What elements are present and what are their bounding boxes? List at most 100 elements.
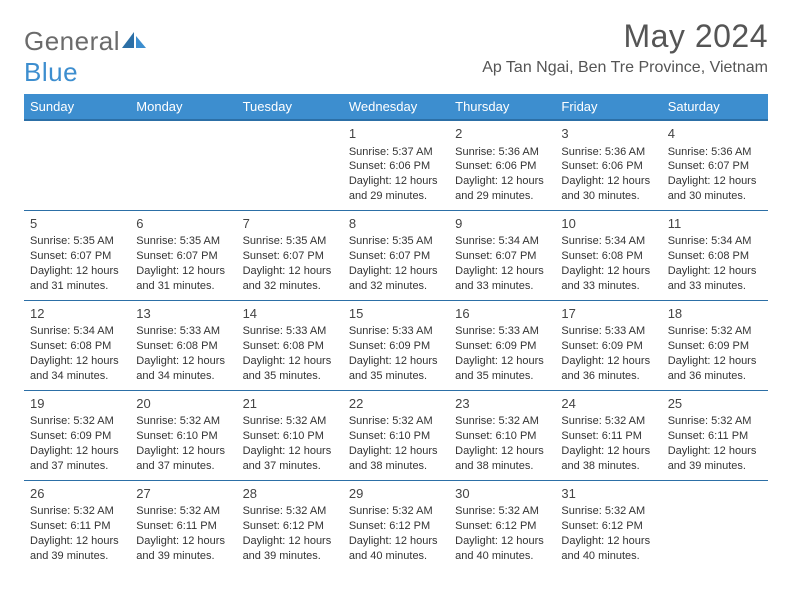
day-detail-line: Sunrise: 5:34 AM <box>455 234 549 249</box>
day-detail-line: Sunrise: 5:36 AM <box>455 145 549 160</box>
calendar-cell: 23Sunrise: 5:32 AMSunset: 6:10 PMDayligh… <box>449 390 555 480</box>
day-detail-line: Sunset: 6:12 PM <box>349 519 443 534</box>
calendar-cell: 17Sunrise: 5:33 AMSunset: 6:09 PMDayligh… <box>555 300 661 390</box>
calendar-row: 5Sunrise: 5:35 AMSunset: 6:07 PMDaylight… <box>24 210 768 300</box>
calendar-cell: 28Sunrise: 5:32 AMSunset: 6:12 PMDayligh… <box>237 480 343 569</box>
day-detail-line: Daylight: 12 hours <box>668 264 762 279</box>
logo-sail-icon <box>120 30 148 50</box>
weekday-header: Saturday <box>662 94 768 120</box>
day-detail-line: Sunset: 6:10 PM <box>349 429 443 444</box>
day-detail-line: Sunrise: 5:32 AM <box>668 414 762 429</box>
day-detail-line: Sunset: 6:06 PM <box>561 159 655 174</box>
day-detail-line: Sunset: 6:11 PM <box>30 519 124 534</box>
day-detail-line: and 40 minutes. <box>455 549 549 564</box>
day-detail-line: Sunset: 6:06 PM <box>349 159 443 174</box>
day-detail-line: and 39 minutes. <box>243 549 337 564</box>
day-detail-line: Sunrise: 5:34 AM <box>668 234 762 249</box>
day-detail-line: Sunrise: 5:33 AM <box>455 324 549 339</box>
day-detail-line: Daylight: 12 hours <box>136 444 230 459</box>
calendar-cell: 6Sunrise: 5:35 AMSunset: 6:07 PMDaylight… <box>130 210 236 300</box>
calendar-cell: 26Sunrise: 5:32 AMSunset: 6:11 PMDayligh… <box>24 480 130 569</box>
day-number: 29 <box>349 485 443 503</box>
day-detail-line: Sunset: 6:07 PM <box>30 249 124 264</box>
day-number: 24 <box>561 395 655 413</box>
day-number: 9 <box>455 215 549 233</box>
calendar-cell: 25Sunrise: 5:32 AMSunset: 6:11 PMDayligh… <box>662 390 768 480</box>
calendar-cell: 1Sunrise: 5:37 AMSunset: 6:06 PMDaylight… <box>343 120 449 210</box>
day-detail-line: Daylight: 12 hours <box>561 174 655 189</box>
day-detail-line: Daylight: 12 hours <box>243 534 337 549</box>
day-detail-line: Daylight: 12 hours <box>30 444 124 459</box>
day-number: 2 <box>455 125 549 143</box>
day-detail-line: and 30 minutes. <box>668 189 762 204</box>
day-detail-line: Sunset: 6:07 PM <box>455 249 549 264</box>
calendar-header-row: Sunday Monday Tuesday Wednesday Thursday… <box>24 94 768 120</box>
logo-text: GeneralBlue <box>24 26 148 88</box>
day-detail-line: Sunrise: 5:32 AM <box>561 504 655 519</box>
day-number: 30 <box>455 485 549 503</box>
calendar-cell: 7Sunrise: 5:35 AMSunset: 6:07 PMDaylight… <box>237 210 343 300</box>
day-detail-line: Sunset: 6:09 PM <box>561 339 655 354</box>
day-detail-line: Sunrise: 5:32 AM <box>455 414 549 429</box>
day-detail-line: and 35 minutes. <box>455 369 549 384</box>
day-detail-line: Sunset: 6:07 PM <box>136 249 230 264</box>
day-number: 19 <box>30 395 124 413</box>
day-detail-line: Daylight: 12 hours <box>30 354 124 369</box>
calendar-cell: 3Sunrise: 5:36 AMSunset: 6:06 PMDaylight… <box>555 120 661 210</box>
day-detail-line: Daylight: 12 hours <box>455 264 549 279</box>
logo: GeneralBlue <box>24 26 148 88</box>
calendar-cell: 12Sunrise: 5:34 AMSunset: 6:08 PMDayligh… <box>24 300 130 390</box>
day-number: 12 <box>30 305 124 323</box>
day-detail-line: Sunset: 6:07 PM <box>243 249 337 264</box>
day-detail-line: Sunset: 6:12 PM <box>243 519 337 534</box>
day-detail-line: and 35 minutes. <box>243 369 337 384</box>
day-number: 26 <box>30 485 124 503</box>
calendar-cell <box>662 480 768 569</box>
day-detail-line: Daylight: 12 hours <box>561 264 655 279</box>
calendar-cell: 24Sunrise: 5:32 AMSunset: 6:11 PMDayligh… <box>555 390 661 480</box>
calendar-cell: 4Sunrise: 5:36 AMSunset: 6:07 PMDaylight… <box>662 120 768 210</box>
day-detail-line: Daylight: 12 hours <box>136 354 230 369</box>
day-detail-line: Sunset: 6:08 PM <box>136 339 230 354</box>
day-number: 3 <box>561 125 655 143</box>
day-detail-line: Sunset: 6:11 PM <box>136 519 230 534</box>
day-number: 20 <box>136 395 230 413</box>
day-detail-line: Sunrise: 5:33 AM <box>561 324 655 339</box>
day-detail-line: Sunset: 6:08 PM <box>561 249 655 264</box>
day-detail-line: Sunrise: 5:33 AM <box>349 324 443 339</box>
day-detail-line: Sunrise: 5:35 AM <box>349 234 443 249</box>
day-detail-line: Sunrise: 5:33 AM <box>243 324 337 339</box>
day-detail-line: Sunset: 6:09 PM <box>30 429 124 444</box>
day-detail-line: Sunrise: 5:35 AM <box>136 234 230 249</box>
day-number: 11 <box>668 215 762 233</box>
day-detail-line: Sunset: 6:08 PM <box>30 339 124 354</box>
day-detail-line: Daylight: 12 hours <box>349 174 443 189</box>
day-detail-line: and 39 minutes. <box>30 549 124 564</box>
day-detail-line: Daylight: 12 hours <box>668 444 762 459</box>
day-detail-line: and 29 minutes. <box>349 189 443 204</box>
day-number: 5 <box>30 215 124 233</box>
day-detail-line: and 30 minutes. <box>561 189 655 204</box>
day-number: 25 <box>668 395 762 413</box>
calendar-cell: 20Sunrise: 5:32 AMSunset: 6:10 PMDayligh… <box>130 390 236 480</box>
day-number: 8 <box>349 215 443 233</box>
day-detail-line: Sunset: 6:10 PM <box>136 429 230 444</box>
day-detail-line: Sunset: 6:07 PM <box>668 159 762 174</box>
day-detail-line: and 37 minutes. <box>243 459 337 474</box>
calendar-cell: 19Sunrise: 5:32 AMSunset: 6:09 PMDayligh… <box>24 390 130 480</box>
calendar-cell: 16Sunrise: 5:33 AMSunset: 6:09 PMDayligh… <box>449 300 555 390</box>
day-detail-line: Daylight: 12 hours <box>243 354 337 369</box>
day-detail-line: and 32 minutes. <box>243 279 337 294</box>
calendar-cell: 5Sunrise: 5:35 AMSunset: 6:07 PMDaylight… <box>24 210 130 300</box>
header: GeneralBlue May 2024 Ap Tan Ngai, Ben Tr… <box>24 18 768 88</box>
calendar-cell: 21Sunrise: 5:32 AMSunset: 6:10 PMDayligh… <box>237 390 343 480</box>
calendar-cell: 10Sunrise: 5:34 AMSunset: 6:08 PMDayligh… <box>555 210 661 300</box>
day-detail-line: Sunrise: 5:35 AM <box>30 234 124 249</box>
day-number: 18 <box>668 305 762 323</box>
day-number: 16 <box>455 305 549 323</box>
day-number: 28 <box>243 485 337 503</box>
day-detail-line: and 40 minutes. <box>349 549 443 564</box>
day-detail-line: Sunset: 6:08 PM <box>668 249 762 264</box>
day-detail-line: Daylight: 12 hours <box>561 534 655 549</box>
day-detail-line: Sunrise: 5:32 AM <box>455 504 549 519</box>
